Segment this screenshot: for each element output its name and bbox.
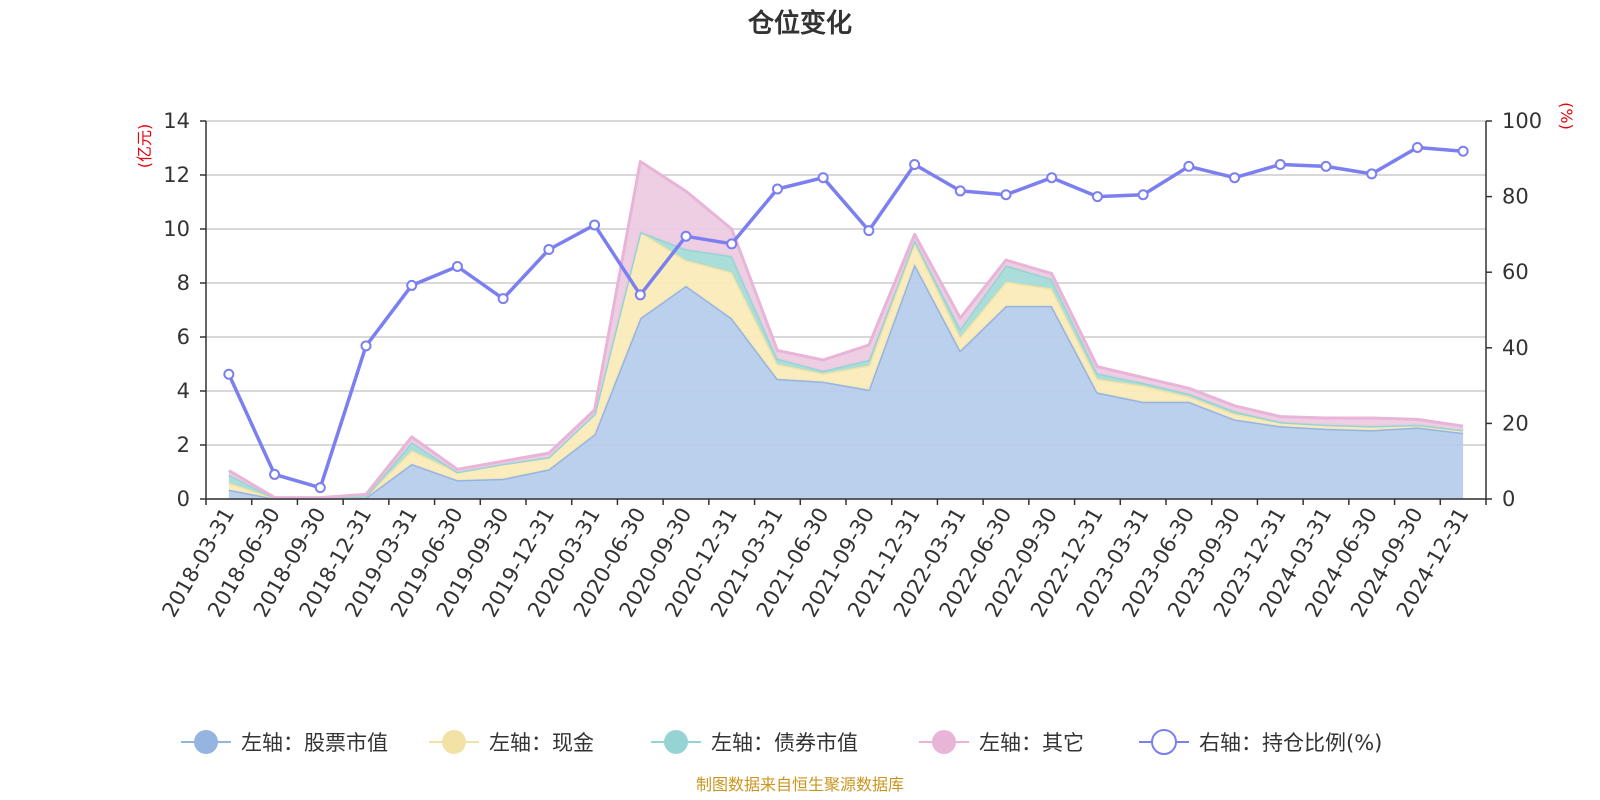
legend-item[interactable]: 左轴：股票市值 [181,730,388,755]
legend-marker [194,730,218,754]
ratio-point[interactable] [1183,160,1195,172]
legend-label: 左轴：现金 [489,731,594,755]
left-axis-tick: 4 [177,379,190,403]
ratio-point[interactable] [680,230,692,242]
data-source-note: 制图数据来自恒生聚源数据库 [696,775,904,794]
left-axis-tick: 12 [163,163,190,187]
ratio-point[interactable] [1091,191,1103,203]
left-axis-tick: 14 [163,109,190,133]
ratio-point[interactable] [1274,158,1286,170]
position-ratio-line [223,141,1469,494]
left-axis-tick: 6 [177,325,190,349]
legend-item[interactable]: 左轴：其它 [919,730,1084,755]
ratio-point[interactable] [771,183,783,195]
legend-label: 右轴：持仓比例(%) [1199,731,1382,755]
ratio-point[interactable] [954,185,966,197]
ratio-point[interactable] [497,293,509,305]
legend-item[interactable]: 左轴：债券市值 [651,730,858,755]
ratio-point[interactable] [1457,145,1469,157]
right-axis-tick: 40 [1502,336,1529,360]
left-axis-tick: 10 [163,217,190,241]
left-axis-unit: (亿元) [135,124,154,169]
ratio-point[interactable] [223,368,235,380]
ratio-point[interactable] [817,172,829,184]
right-axis-tick: 0 [1502,487,1515,511]
right-axis-tick: 20 [1502,411,1529,435]
left-axis-tick: 0 [177,487,190,511]
legend-marker [1151,729,1177,755]
legend-label: 左轴：债券市值 [711,731,858,755]
ratio-point[interactable] [1320,160,1332,172]
ratio-point[interactable] [909,158,921,170]
stacked-areas [228,160,1464,500]
chart-title: 仓位变化 [747,8,852,39]
legend-label: 左轴：股票市值 [241,731,388,755]
left-axis-tick: 8 [177,271,190,295]
right-axis-tick: 60 [1502,260,1529,284]
ratio-point[interactable] [863,225,875,237]
legend-marker [664,730,688,754]
legend-item[interactable]: 右轴：持仓比例(%) [1139,729,1382,755]
ratio-point[interactable] [1229,172,1241,184]
ratio-point[interactable] [1046,172,1058,184]
ratio-point[interactable] [451,261,463,273]
ratio-point[interactable] [1366,168,1378,180]
legend-marker [932,730,956,754]
ratio-point[interactable] [314,482,326,494]
legend-label: 左轴：其它 [979,731,1084,755]
ratio-point[interactable] [1137,189,1149,201]
right-axis-unit: (%) [1557,102,1576,130]
right-axis-tick: 100 [1502,109,1542,133]
legend-item[interactable]: 左轴：现金 [429,730,594,755]
ratio-point[interactable] [360,340,372,352]
legend-marker [442,730,466,754]
ratio-point[interactable] [269,468,281,480]
left-axis-tick: 2 [177,433,190,457]
ratio-point[interactable] [406,279,418,291]
ratio-point[interactable] [589,219,601,231]
ratio-point[interactable] [543,244,555,256]
area-edge-左轴：其它 [228,160,1464,500]
right-axis-tick: 80 [1502,185,1529,209]
legend[interactable]: 左轴：股票市值 左轴：现金 左轴：债券市值 左轴：其它 右轴：持仓比例(%) [181,729,1382,755]
area-edge-左轴：债券市值 [228,230,1464,500]
ratio-line-path [227,145,1464,490]
ratio-point[interactable] [1411,141,1423,153]
ratio-point[interactable] [726,238,738,250]
ratio-point[interactable] [1000,189,1012,201]
ratio-point[interactable] [634,289,646,301]
area-左轴：股票市值 [228,264,1464,499]
